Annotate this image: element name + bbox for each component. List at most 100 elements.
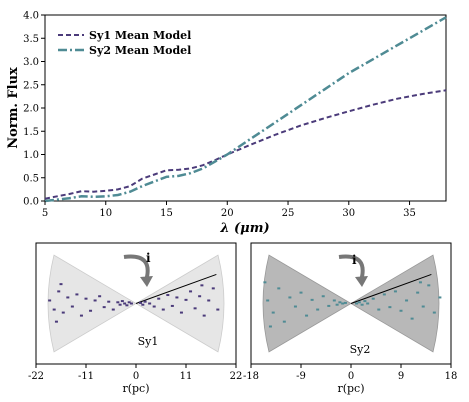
sy2-panel: -18 -9 0 9 18 Sy2 i r(pc) [243, 242, 457, 395]
sy2-point [393, 290, 397, 293]
line-chart-y-ticks: 0.0 0.5 1.0 1.5 2.0 2.5 3.0 3.5 4.0 [23, 11, 45, 208]
sy2-point [263, 281, 267, 284]
sy1-point [166, 294, 170, 297]
sy1-x-tick-label: 11 [180, 371, 193, 382]
sy2-point [332, 299, 336, 302]
line-chart-y-tick-label: 1.0 [23, 150, 39, 161]
sy1-point [59, 283, 63, 286]
sy1-cone [47, 254, 225, 353]
line-chart-frame [44, 14, 447, 202]
sy2-point [421, 305, 425, 308]
sy2-x-tick-label: -9 [296, 371, 306, 382]
sy1-point [125, 304, 129, 307]
sy1-point [193, 307, 197, 310]
sy1-point [79, 314, 83, 317]
line-chart-x-tick-label: 35 [403, 208, 416, 219]
sy1-point [75, 293, 79, 296]
sy1-point [143, 300, 147, 303]
sy2-point [363, 300, 367, 303]
sy1-point [120, 300, 124, 303]
sy2-angle-arrowhead [355, 276, 368, 287]
line-chart-x-tick-label: 5 [42, 208, 48, 219]
sy2-point [305, 314, 309, 317]
sy2-point [335, 303, 339, 306]
sy1-point [175, 296, 179, 299]
line-chart-y-tick-label: 1.5 [23, 127, 39, 138]
sy2-cone [262, 254, 440, 353]
sy1-point [216, 308, 220, 311]
sy2-point [316, 308, 320, 311]
sy2-point [282, 320, 286, 323]
sy1-point [52, 308, 56, 311]
sy2-point [338, 301, 342, 304]
sy2-x-tick-label: -18 [243, 371, 259, 382]
sy2-point [266, 299, 270, 302]
sy1-point [139, 301, 143, 304]
line-chart-y-tick-label: 0.5 [23, 173, 39, 184]
sy2-points [263, 281, 442, 328]
sy1-points [48, 283, 220, 323]
line-chart-y-tick-label: 2.0 [23, 104, 39, 115]
sy1-x-tick-label: -22 [28, 371, 44, 382]
sy2-point [366, 302, 370, 305]
sy1-point [141, 303, 145, 306]
sy2-point [268, 325, 272, 328]
sy1-angle-label: i [146, 251, 151, 265]
sy1-point [207, 299, 211, 302]
line-chart-y-tick-label: 2.5 [23, 80, 39, 91]
sy1-point [102, 306, 106, 309]
sy2-point [388, 306, 392, 309]
line-chart-x-axis-label: λ (μm) [219, 221, 269, 236]
sy1-point [66, 296, 70, 299]
sy1-point [161, 308, 165, 311]
sy2-point [293, 305, 297, 308]
sy1-point [111, 308, 115, 311]
sy1-x-axis-label: r(pc) [122, 382, 149, 395]
sy1-point [116, 301, 120, 304]
sy2-point [310, 298, 314, 301]
sy1-point [211, 287, 215, 290]
line-chart: 5 10 15 20 25 30 35 0.0 0.5 1.0 1.5 2.0 2.5 3.0 3.5 4.… [6, 11, 447, 236]
line-chart-x-tick-label: 20 [221, 208, 234, 219]
sy1-point [179, 311, 183, 314]
sy1-point [61, 311, 65, 314]
line-chart-y-tick-label: 3.0 [23, 57, 39, 68]
sy1-angle-arrowhead [140, 276, 153, 287]
sy2-point [271, 311, 275, 314]
sy1-point [152, 305, 156, 308]
sy2-point [410, 317, 414, 320]
sy1-point [129, 302, 133, 305]
sy1-point [84, 297, 88, 300]
sy2-point [416, 291, 420, 294]
sy1-panel: -22 -11 0 11 22 Sy1 i r(pc) [28, 242, 242, 395]
sy2-point [288, 296, 292, 299]
sy1-point [127, 301, 131, 304]
line-series-2 [44, 16, 447, 203]
sy1-point [98, 295, 102, 298]
sy2-angle-label: i [352, 253, 357, 267]
line-chart-y-tick-label: 4.0 [23, 11, 39, 22]
sy1-x-tick-label: -11 [78, 371, 94, 382]
sy2-point [438, 296, 442, 299]
sy1-x-tick-label: 0 [133, 371, 139, 382]
sy2-x-ticks: -18 -9 0 9 18 [243, 364, 457, 382]
sy1-point [184, 298, 188, 301]
sy2-point [371, 297, 375, 300]
sy1-point [93, 299, 97, 302]
sy2-point [341, 302, 345, 305]
sy1-axis-line [135, 273, 217, 304]
sy2-point [432, 311, 436, 314]
line-chart-x-ticks: 5 10 15 20 25 30 35 [42, 201, 416, 219]
sy2-point [299, 291, 303, 294]
sy2-x-axis-label: r(pc) [337, 382, 364, 395]
sy1-point [202, 314, 206, 317]
line-series-1 [44, 89, 447, 200]
sy1-label: Sy1 [138, 335, 159, 348]
sy2-point [418, 281, 422, 284]
line-chart-x-tick-label: 25 [282, 208, 295, 219]
sy1-point [107, 300, 111, 303]
line-chart-x-tick-label: 10 [99, 208, 112, 219]
sy2-point [327, 304, 331, 307]
line-chart-y-tick-label: 0.0 [23, 197, 39, 208]
sy2-point [427, 284, 431, 287]
